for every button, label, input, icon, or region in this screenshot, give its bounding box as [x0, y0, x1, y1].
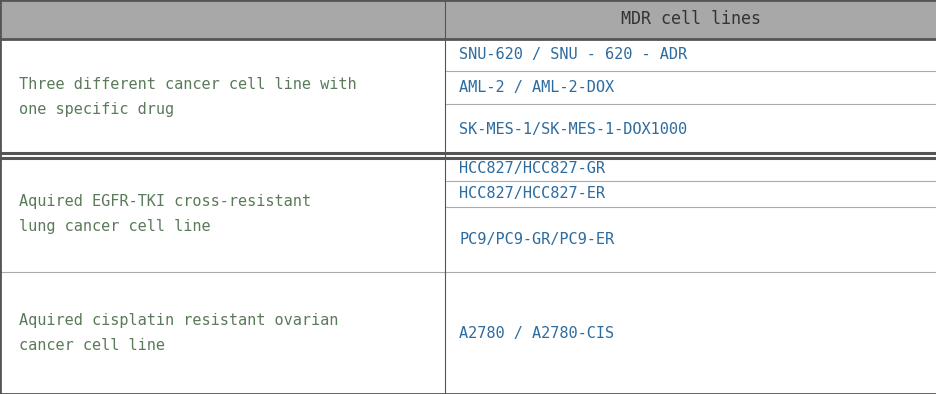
Text: MDR cell lines: MDR cell lines [621, 10, 760, 28]
Bar [0, 0, 936, 39]
Text: SNU-620 / SNU - 620 - ADR: SNU-620 / SNU - 620 - ADR [459, 47, 686, 62]
Text: PC9/PC9-GR/PC9-ER: PC9/PC9-GR/PC9-ER [459, 232, 614, 247]
Text: HCC827/HCC827-ER: HCC827/HCC827-ER [459, 186, 605, 201]
Bar [0, 152, 936, 158]
Text: A2780 / A2780-CIS: A2780 / A2780-CIS [459, 325, 614, 340]
Text: Aquired cisplatin resistant ovarian
cancer cell line: Aquired cisplatin resistant ovarian canc… [19, 313, 338, 353]
Text: Aquired EGFR-TKI cross-resistant
lung cancer cell line: Aquired EGFR-TKI cross-resistant lung ca… [19, 194, 311, 234]
Text: HCC827/HCC827-GR: HCC827/HCC827-GR [459, 161, 605, 176]
Text: Three different cancer cell line with
one specific drug: Three different cancer cell line with on… [19, 77, 356, 117]
Text: SK-MES-1/SK-MES-1-DOX1000: SK-MES-1/SK-MES-1-DOX1000 [459, 122, 686, 137]
Text: AML-2 / AML-2-DOX: AML-2 / AML-2-DOX [459, 80, 614, 95]
